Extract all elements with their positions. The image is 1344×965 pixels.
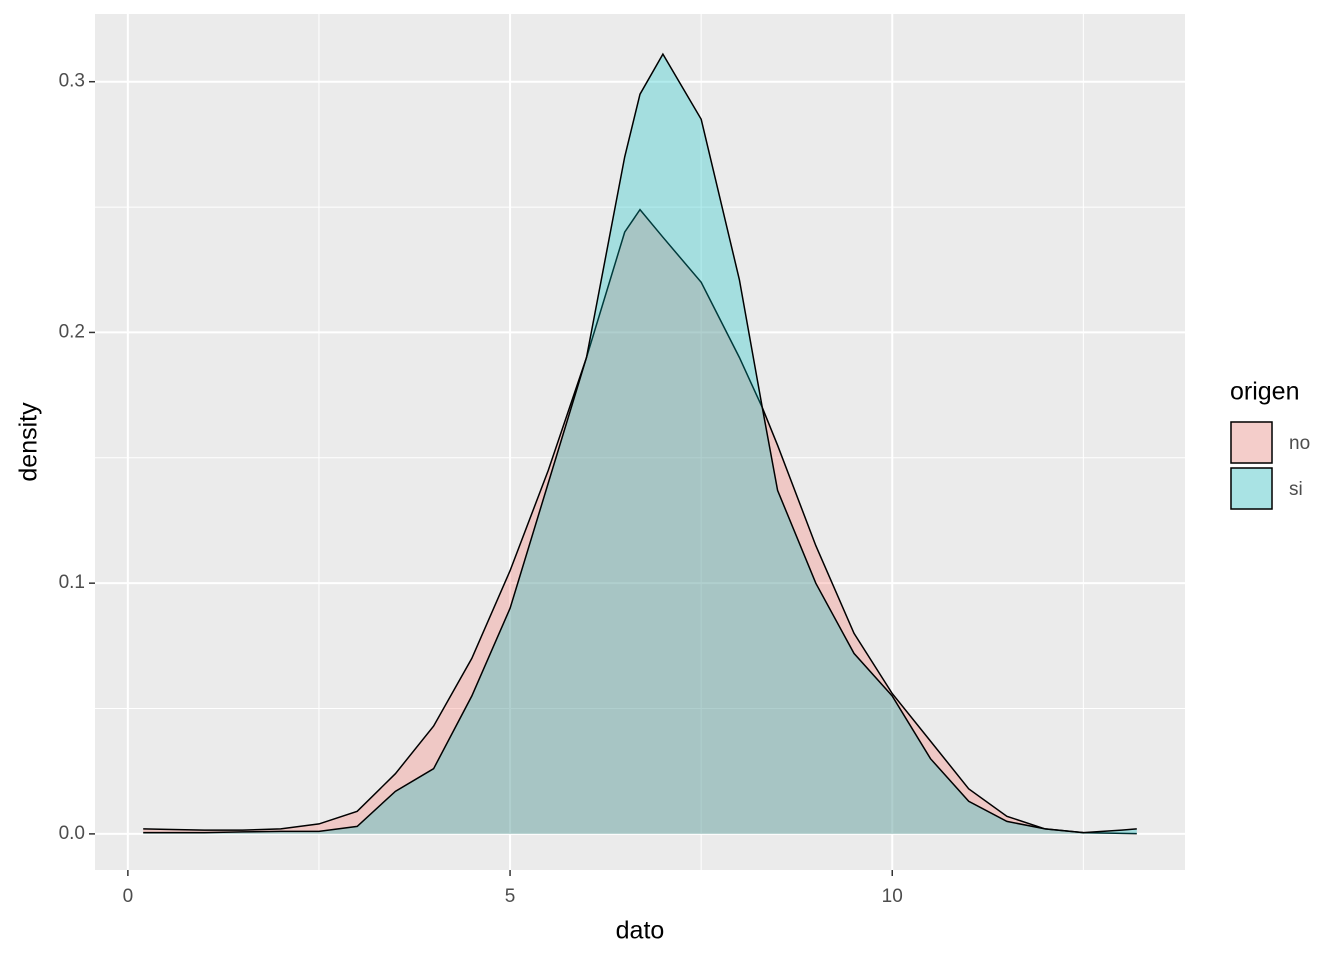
marks — [143, 52, 1137, 835]
y-tick-label: 0.0 — [59, 823, 85, 844]
x-axis-title: dato — [616, 917, 665, 945]
legend-label: si — [1289, 479, 1303, 500]
legend-key — [1230, 421, 1273, 464]
legend-key — [1230, 467, 1273, 510]
density-area — [143, 209, 1137, 834]
legend-label: no — [1289, 433, 1310, 454]
y-tick-label: 0.1 — [59, 572, 85, 593]
y-tick-label: 0.3 — [59, 71, 85, 92]
x-tick-label: 10 — [882, 886, 903, 907]
x-tick-label: 5 — [505, 886, 516, 907]
legend-key-bg — [1230, 467, 1273, 510]
legend-title: origen — [1230, 378, 1300, 406]
density-line — [143, 52, 1137, 834]
grid — [95, 14, 1185, 870]
legend-key-bg — [1230, 421, 1273, 464]
x-tick-label: 0 — [123, 886, 134, 907]
panel — [95, 14, 1185, 870]
y-axis-title: density — [15, 402, 43, 482]
density-area — [143, 54, 1137, 834]
y-tick-label: 0.2 — [59, 321, 85, 342]
density-line — [143, 208, 1137, 835]
